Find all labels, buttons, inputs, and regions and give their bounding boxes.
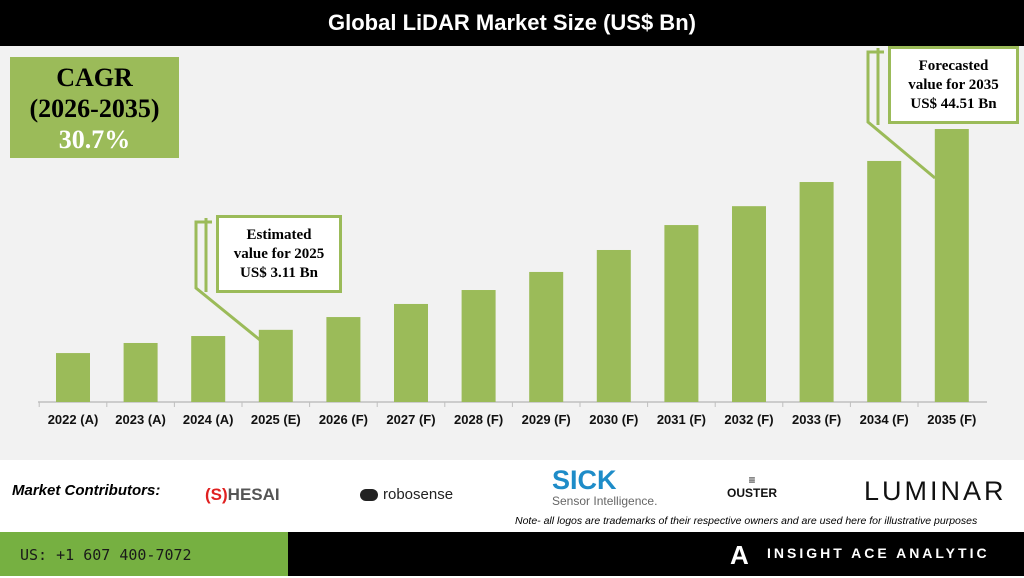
bar-2024 (A)	[191, 336, 226, 402]
bar-2031 (F)	[664, 225, 699, 402]
brand-logo-icon: A	[730, 540, 749, 570]
trademark-note: Note- all logos are trademarks of their …	[515, 515, 978, 527]
x-tick-label: 2030 (F)	[589, 412, 638, 427]
contributors-label: Market Contributors:	[12, 482, 161, 499]
logo-ouster: ≡ OUSTER	[727, 473, 778, 500]
bar-2029 (F)	[529, 271, 564, 402]
phone-number[interactable]: US: +1 607 400-7072	[0, 532, 288, 576]
chart-title: Global LiDAR Market Size (US$ Bn)	[0, 0, 1024, 46]
cagr-box: CAGR (2026-2035) 30.7%	[10, 57, 179, 158]
estimated-callout: Estimated value for 2025 US$ 3.11 Bn	[216, 215, 342, 293]
callout-text: Forecasted	[918, 57, 989, 74]
x-tick-label: 2033 (F)	[792, 412, 841, 427]
bar-2023 (A)	[123, 342, 158, 402]
bar-2027 (F)	[394, 303, 428, 402]
bar-2028 (F)	[461, 290, 496, 402]
bar-2035 (F)	[934, 129, 969, 402]
x-tick-label: 2025 (E)	[251, 412, 301, 427]
x-tick-label: 2022 (A)	[48, 412, 99, 427]
brand-name: INSIGHT ACE ANALYTIC	[767, 545, 990, 561]
x-tick-label: 2032 (F)	[724, 412, 773, 427]
cagr-period: (2026-2035)	[29, 94, 160, 123]
estimated-callout-pointer	[194, 220, 261, 342]
x-tick-label: 2027 (F)	[386, 412, 435, 427]
bar-2033 (F)	[799, 182, 834, 402]
bar-chart: 2022 (A) 2023 (A) 2024 (A) 2025 (E) 2026 (F)…	[38, 48, 987, 427]
callout-text: Estimated	[246, 226, 312, 243]
x-tick-label: 2034 (F)	[860, 412, 909, 427]
x-tick-label: 2023 (A)	[115, 412, 166, 427]
bar-2022 (A)	[56, 353, 90, 402]
x-tick-label: 2029 (F)	[522, 412, 571, 427]
logo-sick: SICK Sensor Intelligence.	[552, 465, 658, 508]
bar-2032 (F)	[732, 206, 766, 402]
callout-text: value for 2035	[908, 76, 999, 93]
x-tick-label: 2031 (F)	[657, 412, 706, 427]
forecast-callout-pointer	[866, 50, 936, 180]
x-tick-label: 2026 (F)	[319, 412, 368, 427]
bar-2026 (F)	[326, 317, 361, 402]
bar-2030 (F)	[596, 249, 631, 402]
logo-hesai: (S)HESAI	[205, 485, 280, 504]
bar-2025 (E)	[258, 329, 293, 402]
cagr-value: 30.7%	[58, 125, 131, 154]
logo-luminar: LUMINAR	[864, 476, 1007, 506]
forecast-callout: Forecasted value for 2035 US$ 44.51 Bn	[888, 46, 1019, 124]
callout-text: value for 2025	[233, 245, 325, 262]
bar-2034 (F)	[867, 160, 902, 402]
logo-robosense: robosense	[360, 486, 453, 503]
callout-value: US$ 3.11 Bn	[240, 264, 318, 281]
callout-value: US$ 44.51 Bn	[910, 95, 997, 112]
x-tick-label: 2028 (F)	[454, 412, 503, 427]
x-tick-label: 2024 (A)	[183, 412, 234, 427]
cagr-label: CAGR	[56, 63, 133, 92]
x-tick-label: 2035 (F)	[927, 412, 976, 427]
